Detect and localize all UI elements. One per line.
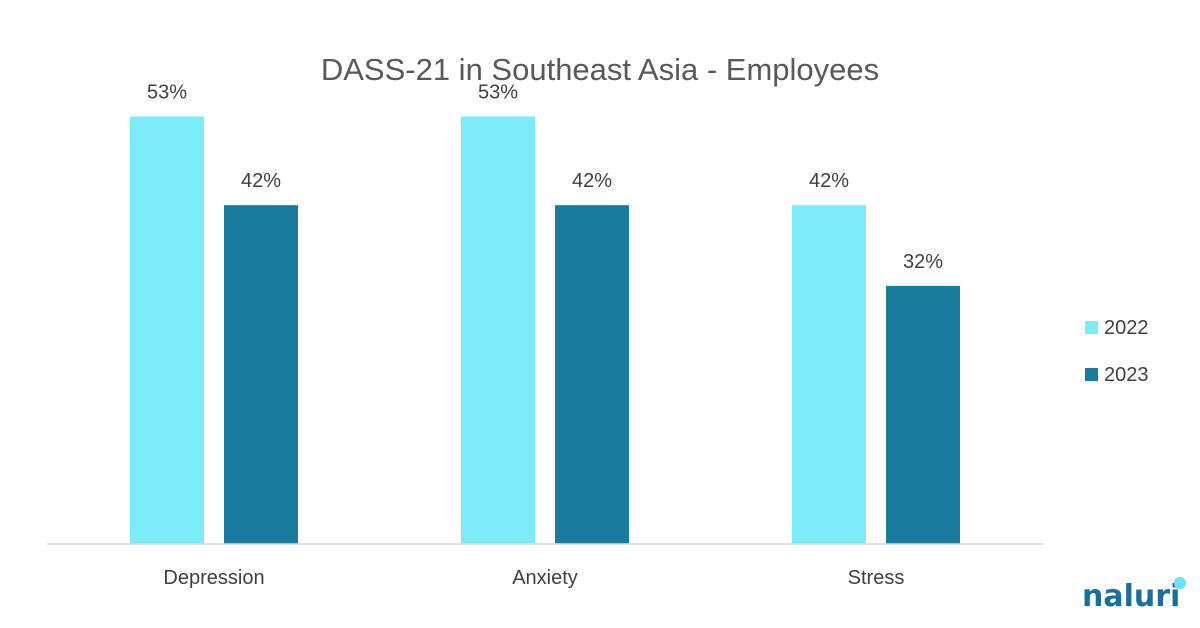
bar-stress-2022 [792,205,866,544]
value-label-anxiety-2023: 42% [572,170,612,192]
naluri-logo: naluri [1082,577,1186,614]
legend-label-2023: 2023 [1104,364,1149,386]
logo-wordmark: naluri [1082,579,1180,614]
logo-dot-icon [1174,577,1186,589]
value-label-stress-2023: 32% [903,251,943,273]
bar-depression-2023 [224,205,298,544]
bars-layer [130,116,960,544]
category-labels-layer: Depression Anxiety Stress [163,567,904,589]
bar-stress-2023 [886,285,960,544]
chart-title: DASS-21 in Southeast Asia - Employees [321,52,879,87]
bar-anxiety-2022 [461,116,535,544]
category-label-depression: Depression [163,567,264,589]
legend-swatch-2023 [1085,368,1098,381]
value-label-depression-2023: 42% [241,170,281,192]
value-labels-layer: 53% 42% 53% 42% 42% 32% [147,81,943,272]
legend-label-2022: 2022 [1104,317,1149,339]
legend: 2022 2023 [1085,317,1149,386]
category-label-anxiety: Anxiety [512,567,578,589]
bar-depression-2022 [130,116,204,544]
value-label-depression-2022: 53% [147,81,187,103]
legend-swatch-2022 [1085,321,1098,334]
value-label-anxiety-2022: 53% [478,81,518,103]
bar-anxiety-2023 [555,205,629,544]
value-label-stress-2022: 42% [809,170,849,192]
category-label-stress: Stress [848,567,905,589]
